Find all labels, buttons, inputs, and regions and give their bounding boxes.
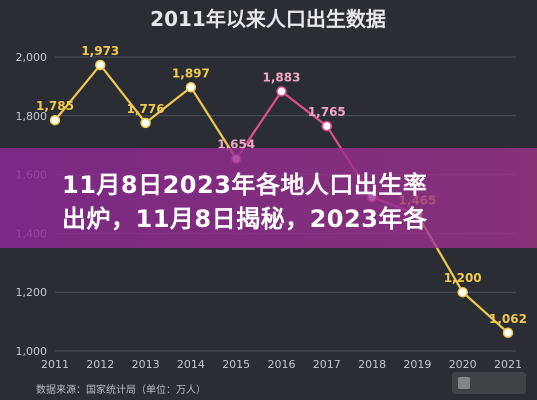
chart-title: 2011年以来人口出生数据 — [150, 7, 386, 31]
data-point-2012 — [95, 59, 106, 71]
x-tick-label: 2019 — [403, 358, 431, 371]
x-tick-label: 2014 — [177, 358, 205, 371]
data-point-2020 — [457, 286, 468, 298]
data-point-2011 — [49, 114, 61, 126]
data-label-2012: 1,973 — [81, 44, 119, 58]
data-label-2021: 1,062 — [489, 312, 527, 326]
y-tick-label: 1,000 — [16, 345, 48, 358]
overlay-banner — [0, 148, 537, 248]
data-label-2020: 1,200 — [444, 271, 482, 285]
data-label-2013: 1,776 — [127, 102, 165, 116]
series-segment — [99, 63, 147, 124]
x-axis-tick-labels: 2011 2012 2013 2014 2015 2016 2017 2018 2019 2020… — [41, 358, 522, 371]
series-segment — [53, 63, 102, 122]
data-label-2011: 1,785 — [36, 99, 74, 113]
data-point-2014 — [185, 82, 197, 93]
x-tick-label: 2012 — [86, 358, 114, 371]
x-tick-label: 2013 — [132, 358, 160, 371]
x-tick-label: 2021 — [494, 358, 522, 371]
source-note: 数据来源：国家统计局（单位：万人） — [36, 385, 206, 396]
series-segment — [144, 86, 192, 124]
data-label-2016: 1,883 — [263, 70, 301, 84]
series-segment — [235, 90, 283, 160]
series-segment — [189, 86, 238, 160]
data-point-2016 — [276, 86, 287, 97]
banner-headline-line-2: 出炉，11月8日揭秘，2023年各 — [62, 205, 428, 233]
data-label-2014: 1,897 — [172, 66, 210, 80]
watermark-logo — [452, 372, 526, 394]
x-tick-label: 2017 — [313, 358, 341, 371]
banner-headline-line-1: 11月8日2023年各地人口出生率 — [62, 171, 428, 199]
x-tick-label: 2016 — [268, 358, 296, 371]
x-tick-label: 2011 — [41, 358, 69, 371]
data-point-2017 — [321, 120, 333, 132]
y-tick-label: 1,200 — [16, 286, 48, 299]
y-tick-label: 2,000 — [16, 51, 48, 64]
series-segment — [280, 90, 328, 128]
data-point-2021 — [502, 327, 514, 339]
x-tick-label: 2020 — [449, 358, 477, 371]
series-segment — [461, 291, 510, 334]
data-label-2017: 1,765 — [308, 105, 346, 119]
data-point-2013 — [140, 117, 151, 129]
x-tick-label: 2015 — [222, 358, 250, 371]
y-tick-label: 1,800 — [16, 110, 48, 123]
x-tick-label: 2018 — [358, 358, 386, 371]
